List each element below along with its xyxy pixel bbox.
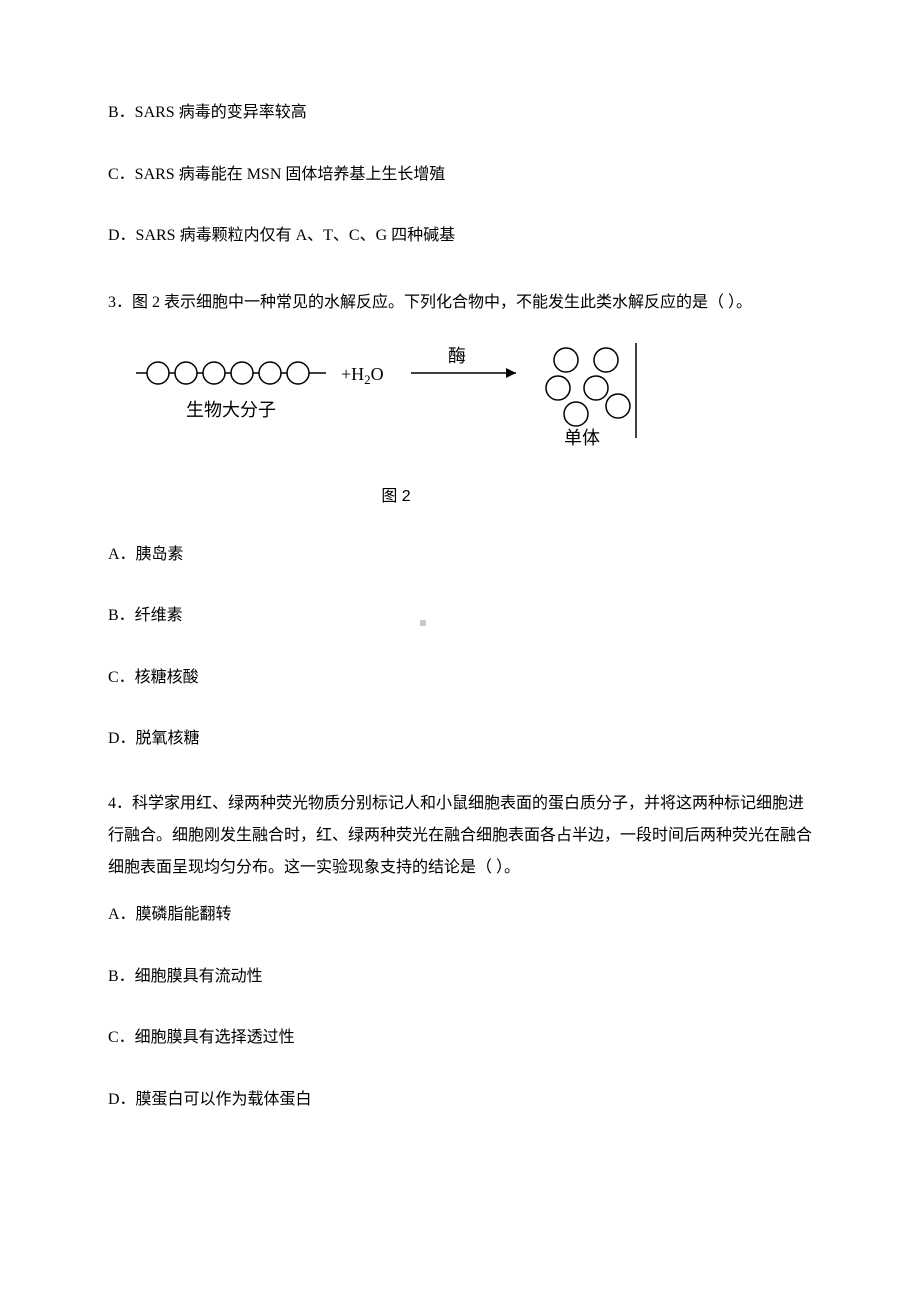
q3-option-c: C．核糖核酸: [108, 665, 812, 691]
q4-stem: 4．科学家用红、绿两种荧光物质分别标记人和小鼠细胞表面的蛋白质分子，并将这两种标…: [108, 788, 812, 884]
q2-option-c: C．SARS 病毒能在 MSN 固体培养基上生长增殖: [108, 162, 812, 188]
q3-stem: 3．图 2 表示细胞中一种常见的水解反应。下列化合物中，不能发生此类水解反应的是…: [108, 285, 812, 320]
q4-option-b: B．细胞膜具有流动性: [108, 964, 812, 990]
q4-option-c: C．细胞膜具有选择透过性: [108, 1025, 812, 1051]
q3-diagram: 生物大分子 +H2O 酶 单体: [126, 338, 666, 478]
q3-diagram-caption: 图 2: [126, 484, 666, 510]
watermark-dot: [420, 620, 426, 626]
hydrolysis-diagram-svg: 生物大分子 +H2O 酶 单体: [126, 338, 666, 478]
q3-option-d: D．脱氧核糖: [108, 726, 812, 752]
q4-option-d: D．膜蛋白可以作为载体蛋白: [108, 1087, 812, 1113]
q3-option-a: A．胰岛素: [108, 542, 812, 568]
q2-option-b: B．SARS 病毒的变异率较高: [108, 100, 812, 126]
enzyme-label: 酶: [448, 346, 466, 366]
q3-option-b: B．纤维素: [108, 603, 812, 629]
q2-option-d: D．SARS 病毒颗粒内仅有 A、T、C、G 四种碱基: [108, 223, 812, 249]
q4-option-a: A．膜磷脂能翻转: [108, 902, 812, 928]
polymer-label: 生物大分子: [186, 400, 276, 420]
monomer-label: 单体: [564, 428, 600, 448]
svg-text:+H2O: +H2O: [341, 364, 384, 387]
